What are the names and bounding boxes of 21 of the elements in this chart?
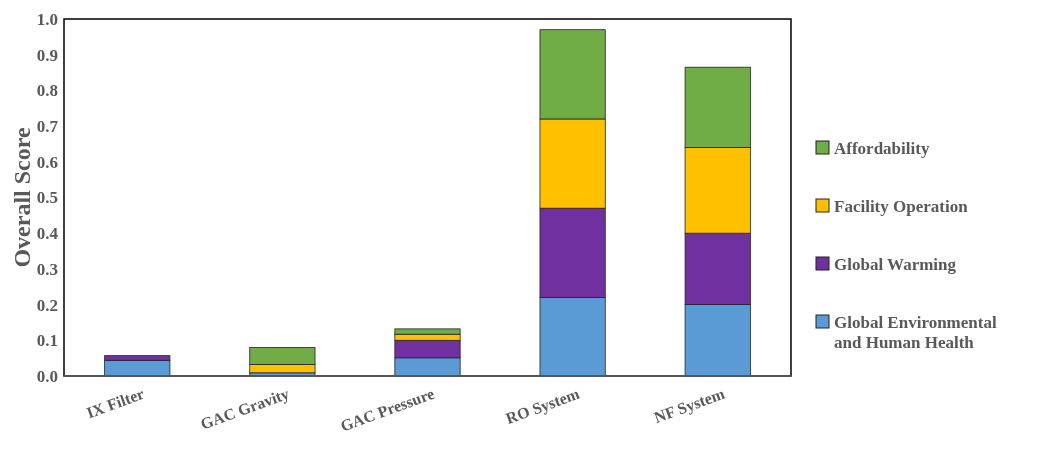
x-tick-label: RO System xyxy=(503,384,583,429)
y-tick-label: 0.1 xyxy=(36,331,58,351)
y-tick-label: 0.4 xyxy=(36,224,59,244)
legend-label: Affordability xyxy=(834,138,930,158)
y-tick-label: 0.2 xyxy=(36,295,58,315)
x-tick-label: NF System xyxy=(651,384,728,427)
y-tick-label: 0.6 xyxy=(36,152,58,172)
y-tick-label: 0.5 xyxy=(36,188,58,208)
y-tick-label: 0.3 xyxy=(36,259,58,279)
y-tick-label: 1.0 xyxy=(36,9,58,29)
legend-label: Global Environmental and Human Health xyxy=(834,312,997,352)
y-tick-label: 0.8 xyxy=(36,81,58,101)
y-tick-label: 0.0 xyxy=(36,366,58,386)
legend-label: Facility Operation xyxy=(834,196,969,216)
x-tick-label: IX Filter xyxy=(84,384,147,422)
y-axis-title: Overall Score xyxy=(9,127,35,268)
legend-label: Global Warming xyxy=(834,254,957,274)
x-tick-label: GAC Pressure xyxy=(338,384,437,435)
y-tick-label: 0.7 xyxy=(36,117,59,137)
x-tick-label: GAC Gravity xyxy=(198,384,292,434)
y-tick-label: 0.9 xyxy=(36,45,58,65)
